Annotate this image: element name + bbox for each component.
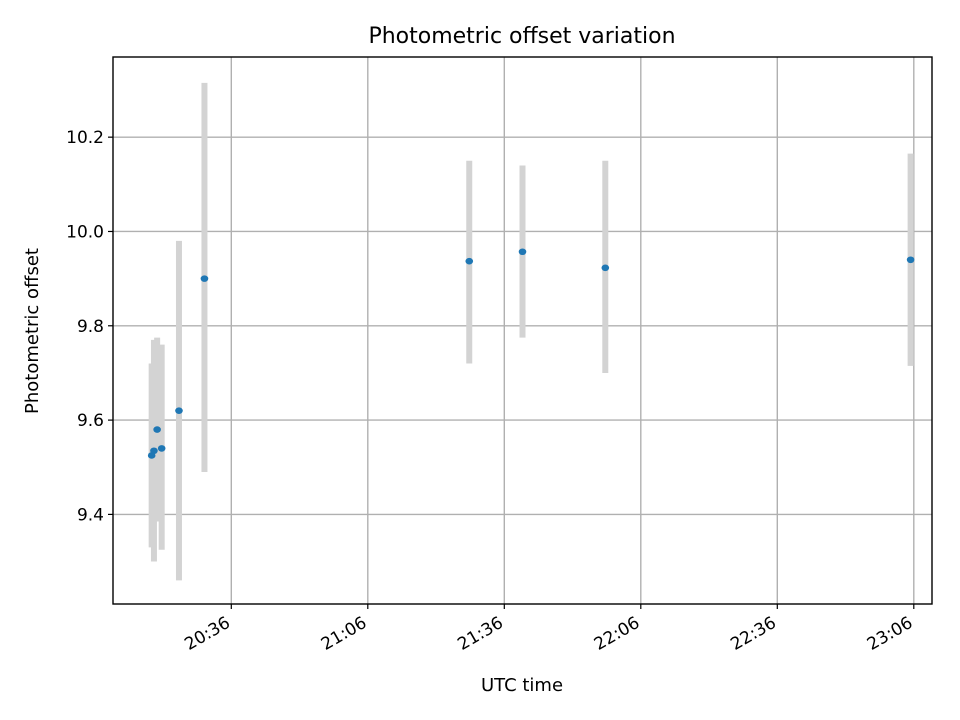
data-point [200, 275, 209, 282]
x-tick-label: 22:06 [591, 613, 643, 655]
data-point [175, 407, 183, 414]
x-tick-label: 21:36 [454, 613, 506, 655]
data-point [157, 445, 166, 452]
error-bars [148, 82, 914, 581]
data-point [518, 248, 527, 256]
data-point [150, 447, 158, 455]
data-points [147, 248, 915, 459]
y-tick-label: 9.8 [77, 317, 104, 337]
y-tick-label: 9.4 [77, 505, 104, 525]
x-axis-label: UTC time [481, 675, 563, 696]
x-tick-label: 22:36 [727, 613, 779, 655]
chart-title: Photometric offset variation [368, 24, 675, 49]
y-tick-label: 9.6 [77, 411, 104, 431]
plot-frame [112, 56, 933, 605]
data-point [465, 257, 474, 265]
axis-ticks: 20:36 21:06 21:36 22:06 22:36 23:06 9.4 9.6 9.8 1… [66, 128, 916, 655]
y-tick-label: 10.0 [66, 222, 104, 242]
x-tick-label: 21:06 [318, 613, 370, 655]
x-tick-label: 20:36 [181, 613, 233, 655]
y-axis-label: Photometric offset [22, 248, 43, 414]
data-point [601, 264, 610, 272]
y-tick-label: 10.2 [66, 128, 104, 148]
data-point [906, 256, 915, 264]
x-tick-label: 23:06 [864, 613, 916, 655]
data-point [153, 426, 161, 433]
